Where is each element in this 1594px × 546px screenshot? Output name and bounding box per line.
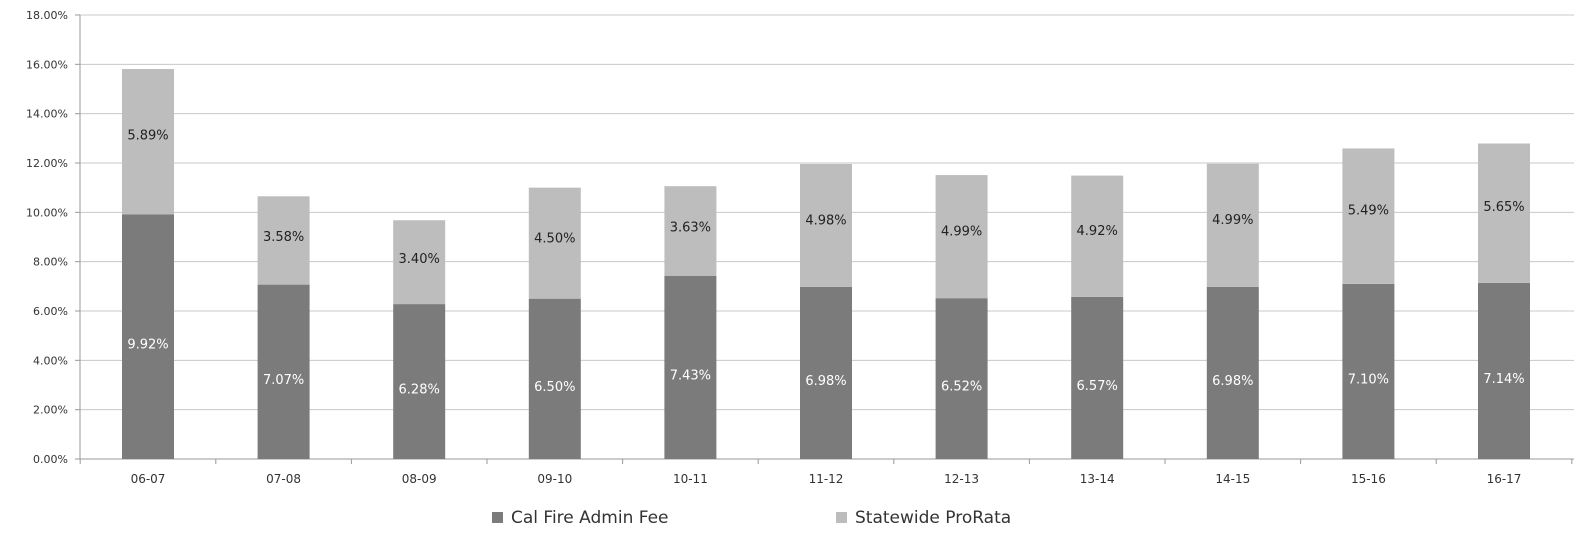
data-label: 4.99% <box>941 224 982 239</box>
x-tick-label: 08-09 <box>402 472 437 486</box>
data-label: 4.98% <box>805 213 846 228</box>
bar-segment-statewide-prorata <box>393 220 446 305</box>
y-tick-label: 0.00% <box>33 453 68 466</box>
bar-segment-cal-fire-admin-fee <box>1478 282 1530 459</box>
bar-segment-cal-fire-admin-fee <box>935 298 988 459</box>
bar-segment-statewide-prorata <box>1478 143 1530 283</box>
bar-segment-cal-fire-admin-fee <box>257 284 310 459</box>
bar-segment-cal-fire-admin-fee <box>664 275 717 459</box>
data-label: 6.57% <box>1077 379 1118 394</box>
x-tick-label: 09-10 <box>537 472 572 486</box>
bar-segment-cal-fire-admin-fee <box>1342 283 1395 459</box>
data-label: 5.89% <box>127 128 168 143</box>
bar-segment-cal-fire-admin-fee <box>1071 296 1124 459</box>
x-tick-label: 12-13 <box>944 472 979 486</box>
y-tick-label: 2.00% <box>33 404 68 417</box>
data-label: 7.10% <box>1348 372 1389 387</box>
bar-segment-statewide-prorata <box>800 163 852 287</box>
bar-segment-statewide-prorata <box>257 196 310 285</box>
x-tick-label: 15-16 <box>1351 472 1386 486</box>
bar-segment-cal-fire-admin-fee <box>1206 286 1259 459</box>
y-tick-label: 6.00% <box>33 305 68 318</box>
x-tick-label: 13-14 <box>1080 472 1115 486</box>
x-tick-label: 06-07 <box>131 472 166 486</box>
bar-segment-statewide-prorata <box>528 187 581 299</box>
y-tick-label: 16.00% <box>26 58 68 71</box>
y-tick-label: 10.00% <box>26 206 68 219</box>
y-tick-label: 14.00% <box>26 108 68 121</box>
bar-segment-statewide-prorata <box>935 175 988 299</box>
x-tick-label: 11-12 <box>809 472 844 486</box>
legend-swatch <box>492 512 503 523</box>
data-label: 6.52% <box>941 380 982 395</box>
bar-segment-statewide-prorata <box>122 69 174 215</box>
data-label: 7.43% <box>670 368 711 383</box>
x-tick-label: 14-15 <box>1215 472 1250 486</box>
data-label: 9.92% <box>127 338 168 353</box>
data-label: 5.65% <box>1483 200 1524 215</box>
bar-segment-cal-fire-admin-fee <box>528 298 581 459</box>
data-label: 6.28% <box>399 383 440 398</box>
legend-label: Statewide ProRata <box>855 508 1011 528</box>
data-label: 3.63% <box>670 220 711 235</box>
data-label: 7.07% <box>263 373 304 388</box>
data-label: 3.40% <box>399 252 440 267</box>
data-label: 6.50% <box>534 380 575 395</box>
data-label: 4.99% <box>1212 213 1253 228</box>
bar-segment-cal-fire-admin-fee <box>800 286 852 459</box>
y-tick-label: 18.00% <box>26 9 68 22</box>
y-tick-label: 12.00% <box>26 157 68 170</box>
data-label: 3.58% <box>263 230 304 245</box>
data-label: 6.98% <box>805 374 846 389</box>
y-tick-label: 8.00% <box>33 256 68 269</box>
bar-segment-statewide-prorata <box>1206 163 1259 287</box>
bar-segment-cal-fire-admin-fee <box>122 214 174 459</box>
data-label: 4.92% <box>1077 224 1118 239</box>
bar-segment-statewide-prorata <box>1342 148 1395 284</box>
data-label: 5.49% <box>1348 203 1389 218</box>
legend-swatch <box>836 512 847 523</box>
bar-segment-statewide-prorata <box>1071 175 1124 297</box>
data-label: 6.98% <box>1212 374 1253 389</box>
x-tick-label: 07-08 <box>266 472 301 486</box>
data-label: 7.14% <box>1483 372 1524 387</box>
bar-segment-cal-fire-admin-fee <box>393 304 446 459</box>
x-tick-label: 10-11 <box>673 472 708 486</box>
legend-label: Cal Fire Admin Fee <box>511 508 669 528</box>
x-tick-label: 16-17 <box>1487 472 1522 486</box>
y-tick-label: 4.00% <box>33 354 68 367</box>
bar-segment-statewide-prorata <box>664 186 717 276</box>
data-label: 4.50% <box>534 232 575 247</box>
